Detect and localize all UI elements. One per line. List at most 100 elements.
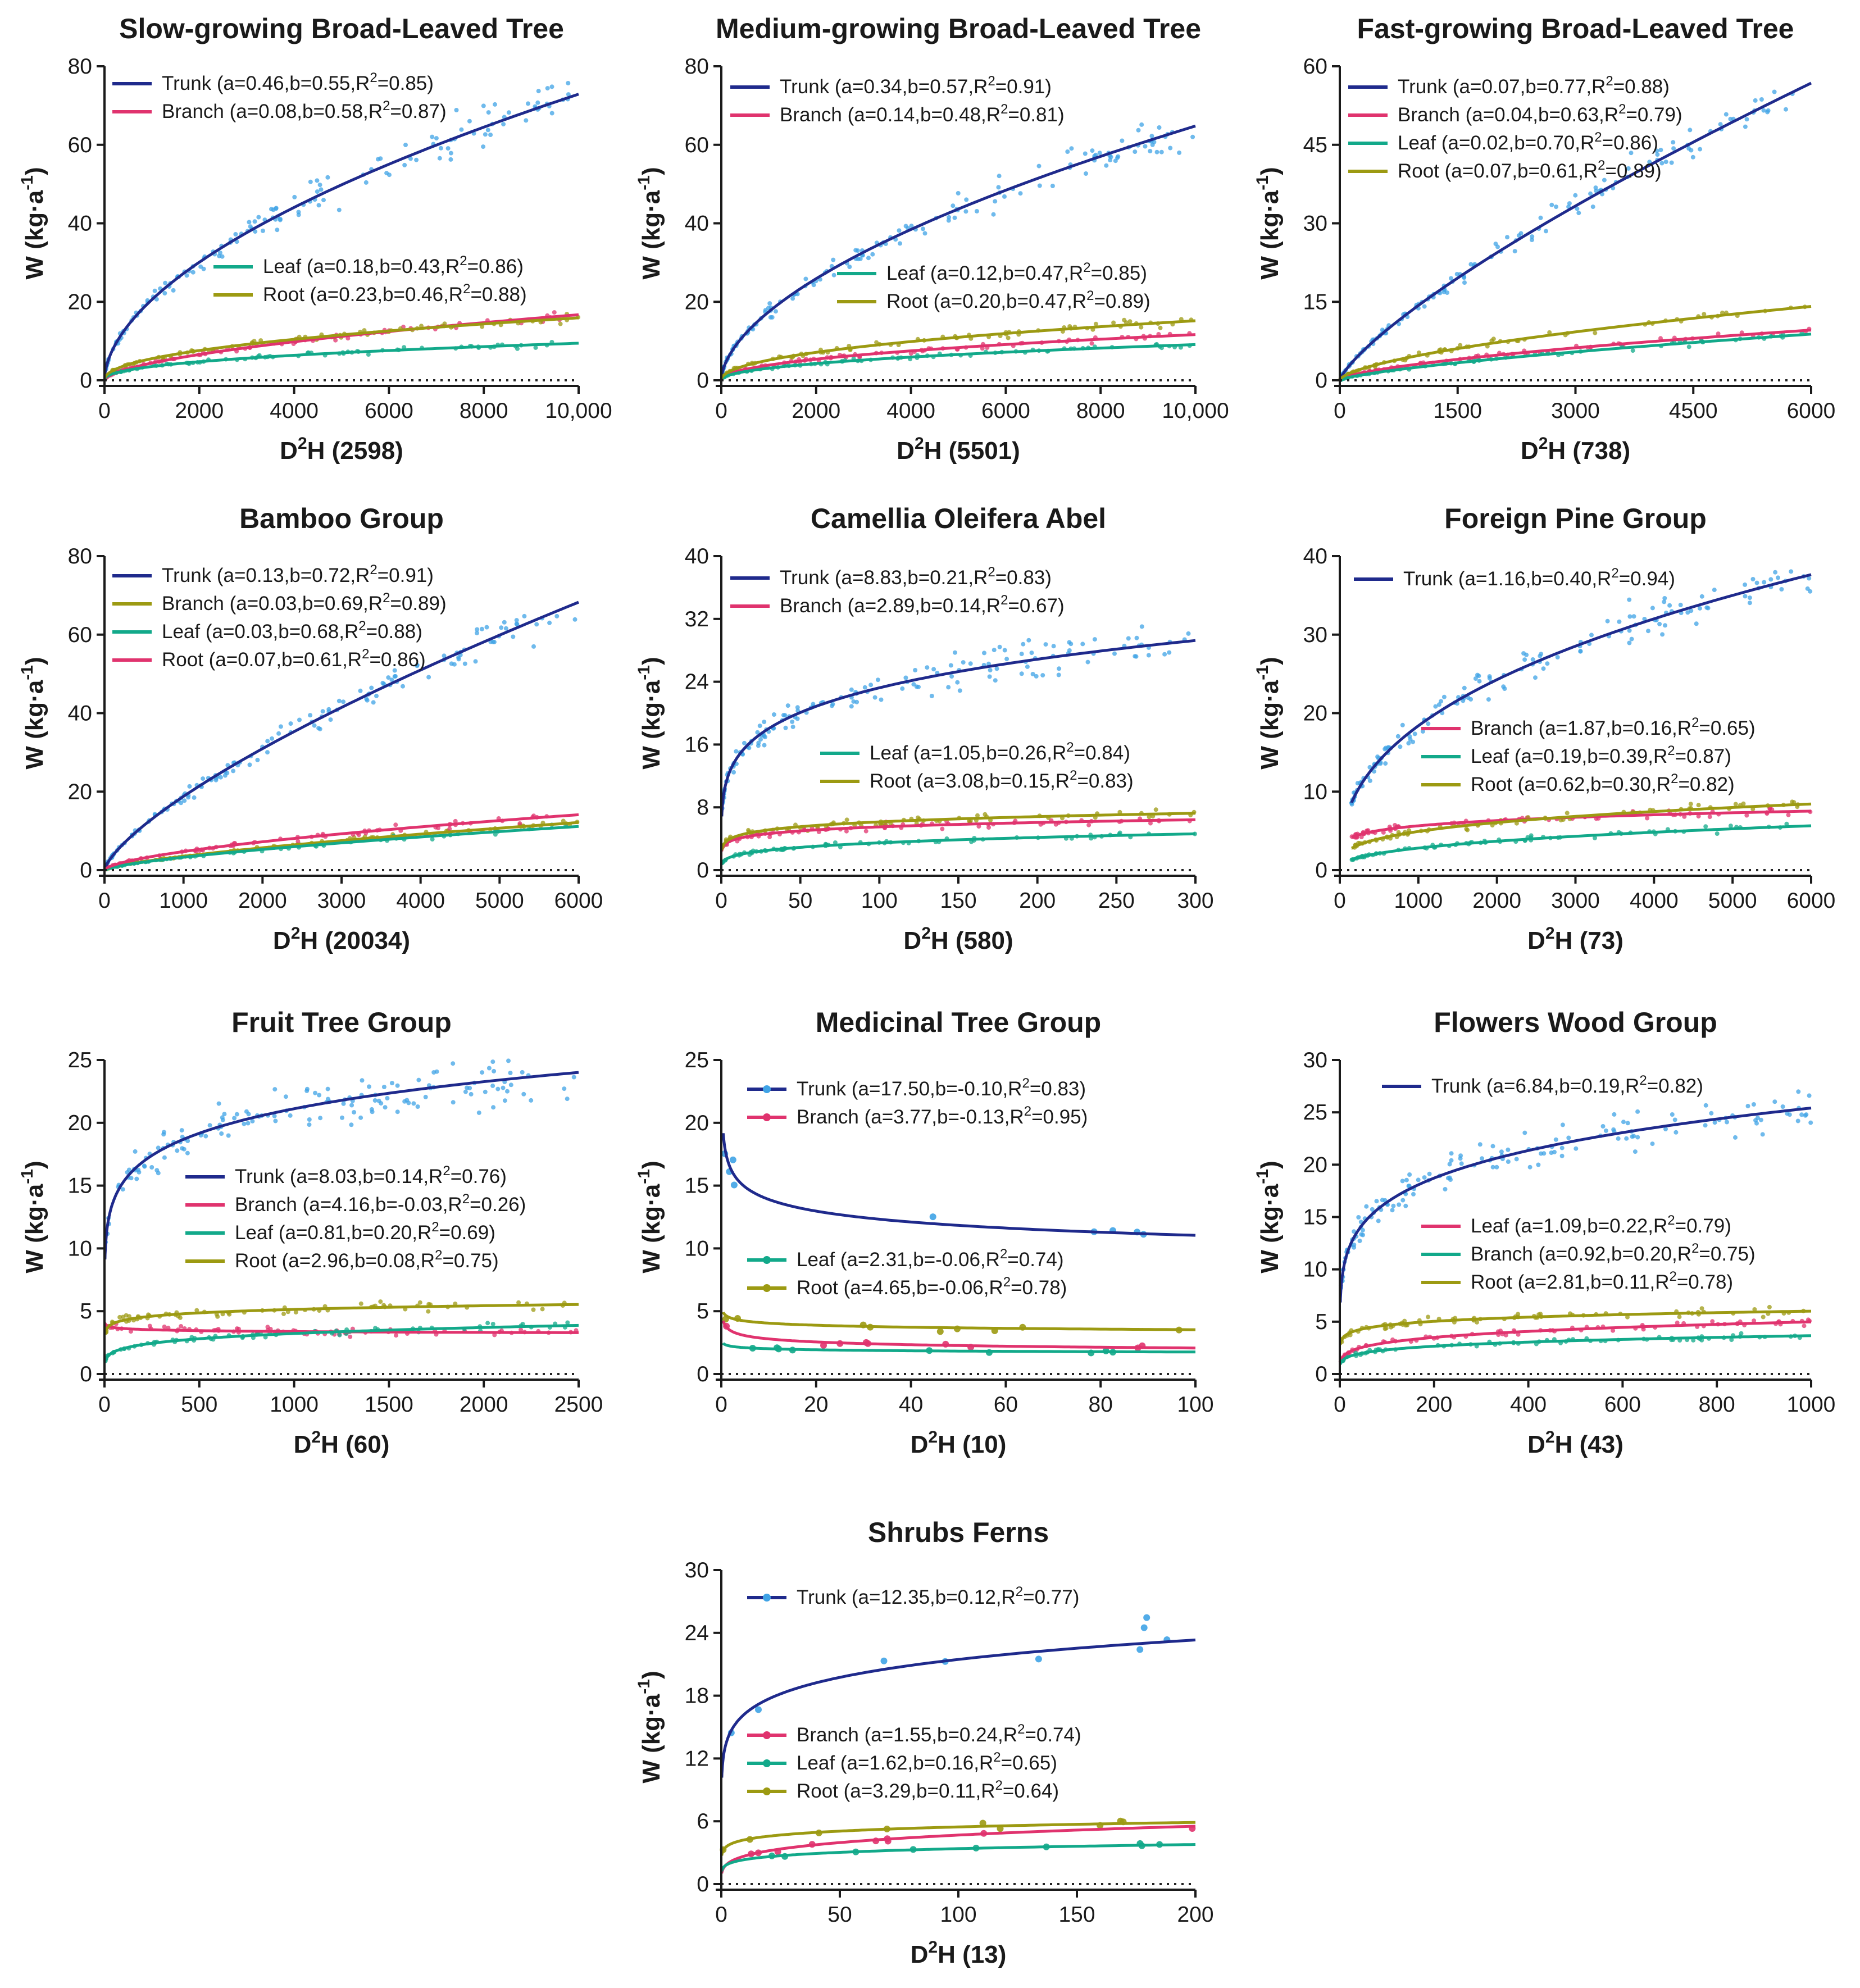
y-tick-label: 10	[685, 1236, 709, 1261]
legend-label-main: Root (a=3.08,b=0.15,R	[870, 770, 1070, 792]
x-tick-label: 200	[1416, 1393, 1452, 1417]
branch-point	[940, 826, 945, 831]
trunk-point	[1357, 1239, 1362, 1243]
trunk-point	[992, 648, 997, 653]
trunk-point	[234, 1112, 239, 1117]
root-point	[1147, 815, 1152, 820]
trunk-point	[1364, 1204, 1369, 1209]
trunk-point	[1530, 238, 1534, 242]
trunk-point	[1624, 1136, 1629, 1141]
legend-label-r2: =0.91)	[378, 565, 434, 586]
legend-label-sup: 2	[988, 74, 995, 89]
trunk-point	[203, 1134, 208, 1139]
trunk-point	[1439, 699, 1444, 704]
trunk-point	[207, 1123, 212, 1128]
legend-label: Branch (a=2.89,b=0.14,R2=0.67)	[780, 593, 1065, 617]
root-point	[417, 1300, 422, 1305]
legend-entry-trunk: Trunk (a=0.46,b=0.55,R2=0.85)	[112, 70, 434, 94]
trunk-point	[1759, 97, 1764, 102]
trunk-point	[261, 228, 265, 233]
trunk-point	[853, 248, 858, 253]
trunk-point	[434, 136, 439, 141]
trunk-point	[242, 1121, 247, 1126]
legend-label-main: Branch (a=0.92,b=0.20,R	[1471, 1243, 1691, 1265]
trunk-point	[185, 1150, 190, 1156]
trunk-point	[163, 280, 168, 285]
legend-entry-root: Root (a=2.81,b=0.11,R2=0.78)	[1421, 1269, 1733, 1293]
y-tick-label: 25	[1303, 1100, 1327, 1125]
x-tick-label: 1000	[159, 889, 208, 913]
legend-entry-branch: Branch (a=1.55,b=0.24,R2=0.74)	[747, 1722, 1081, 1746]
legend-label: Branch (a=0.92,b=0.20,R2=0.75)	[1471, 1241, 1756, 1265]
panel-title: Medicinal Tree Group	[816, 1007, 1101, 1038]
trunk-point	[731, 770, 736, 775]
trunk-point	[1744, 117, 1749, 122]
panel-9: Flowers Wood Group 0 200 400 600 800 1000 0 5 10 1…	[1253, 1007, 1835, 1458]
x-tick-label: 10,000	[545, 399, 612, 423]
root-point	[1139, 325, 1144, 330]
legend-entry-trunk: Trunk (a=0.07,b=0.77,R2=0.88)	[1348, 74, 1670, 98]
y-tick-label: 12	[685, 1746, 709, 1771]
trunk-point	[247, 220, 252, 225]
trunk-point	[385, 1096, 390, 1100]
x-tick-label: 3000	[1551, 399, 1600, 423]
x-tick-label: 4000	[396, 889, 445, 913]
root-point	[517, 821, 522, 826]
panel-title: Foreign Pine Group	[1444, 503, 1707, 534]
y-axis-title: W (kg·a-1)	[635, 657, 665, 769]
legend-entry-leaf: Leaf (a=0.03,b=0.68,R2=0.88)	[112, 618, 422, 643]
trunk-point	[1574, 1146, 1579, 1151]
legend-label-r2: =0.82)	[1678, 774, 1734, 795]
trunk-point	[1590, 204, 1595, 210]
trunk-point	[1120, 138, 1125, 143]
root-point	[1625, 1314, 1630, 1320]
trunk-point	[768, 315, 773, 320]
trunk-point	[909, 224, 914, 229]
y-tick-label: 40	[685, 212, 709, 236]
y-axis-title-sup: -1	[635, 1679, 653, 1694]
trunk-point	[536, 89, 541, 94]
trunk-point	[508, 1082, 513, 1088]
legend-label-sup: 2	[1001, 593, 1008, 608]
x-tick-label: 4000	[1630, 889, 1679, 913]
trunk-point	[152, 288, 157, 293]
y-tick-label: 20	[685, 290, 709, 314]
trunk-point	[993, 678, 998, 683]
y-axis-title-sup: -1	[1253, 1169, 1272, 1184]
legend-label-main: Trunk (a=1.16,b=0.40,R	[1403, 568, 1611, 590]
legend-label-main: Leaf (a=0.03,b=0.68,R	[162, 621, 358, 643]
x-tick-label: 8000	[460, 399, 508, 423]
root-point	[1426, 1314, 1431, 1320]
legend-label-main: Branch (a=0.14,b=0.48,R	[780, 104, 1001, 126]
trunk-point	[1149, 134, 1154, 139]
y-axis-title-sup: -1	[635, 175, 653, 190]
x-tick-label: 0	[715, 1393, 727, 1417]
trunk-point	[1605, 618, 1610, 624]
trunk-fit-line	[1339, 1107, 1812, 1303]
leaf-point	[1675, 1320, 1680, 1325]
y-axis-title-end: )	[1256, 167, 1284, 175]
branch-point	[1716, 331, 1721, 336]
root-point	[558, 321, 563, 326]
trunk-point	[931, 667, 936, 672]
y-tick-label: 0	[697, 1872, 709, 1896]
trunk-point	[521, 1091, 526, 1097]
trunk-point	[1625, 1121, 1630, 1126]
x-tick-label: 50	[827, 1903, 852, 1927]
trunk-point	[964, 197, 969, 202]
x-tick-label: 150	[940, 889, 976, 913]
y-tick-label: 20	[68, 290, 92, 314]
trunk-point	[948, 663, 953, 668]
x-tick-label: 200	[1177, 1903, 1213, 1927]
trunk-point	[1069, 146, 1074, 151]
root-point	[979, 1819, 986, 1827]
y-tick-label: 25	[685, 1048, 709, 1072]
trunk-point	[1057, 666, 1062, 671]
root-point	[215, 1314, 220, 1319]
branch-point	[394, 1333, 398, 1338]
trunk-point	[1490, 1164, 1495, 1170]
legend-entry-branch: Branch (a=4.16,b=-0.03,R2=0.26)	[185, 1191, 526, 1216]
trunk-point	[1143, 144, 1148, 149]
x-axis-title: D2H (2598)	[280, 434, 403, 465]
legend-label-sup: 2	[362, 647, 369, 662]
